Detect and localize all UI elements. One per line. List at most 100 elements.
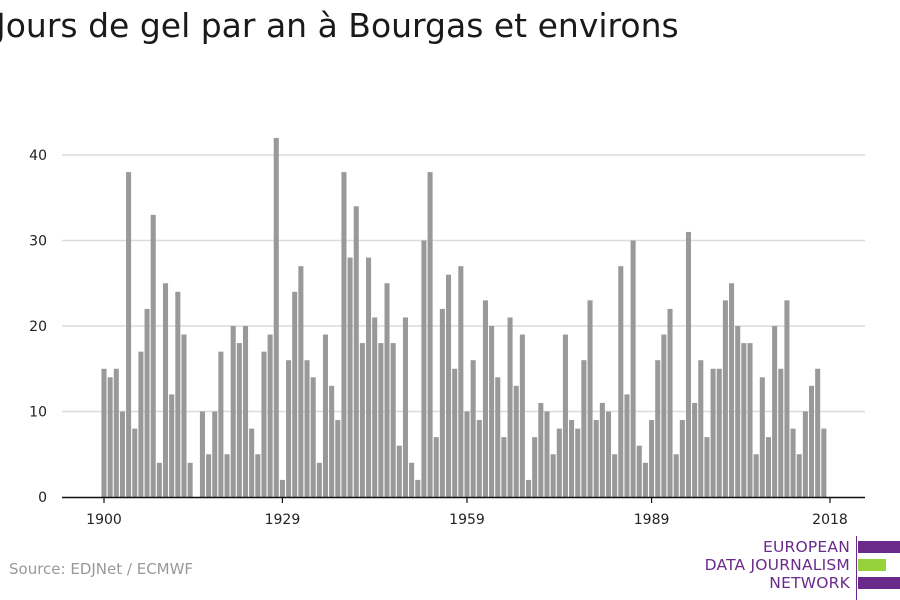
bar-1998[interactable]: [704, 437, 710, 497]
bar-1946[interactable]: [384, 283, 390, 497]
bar-2000[interactable]: [716, 368, 722, 497]
bar-1927[interactable]: [267, 334, 273, 497]
bar-1993[interactable]: [673, 454, 679, 497]
edjnet-logo[interactable]: EUROPEAN DATA JOURNALISM NETWORK: [700, 536, 900, 600]
bar-1907[interactable]: [144, 308, 150, 497]
bar-1996[interactable]: [692, 402, 698, 497]
bar-1949[interactable]: [402, 317, 408, 497]
bar-1948[interactable]: [396, 445, 402, 497]
bar-1940[interactable]: [347, 257, 353, 497]
bar-1924[interactable]: [249, 428, 255, 497]
bar-1903[interactable]: [119, 411, 125, 498]
bar-2013[interactable]: [796, 454, 802, 497]
bar-1936[interactable]: [322, 334, 329, 497]
bar-2005[interactable]: [747, 343, 753, 497]
bar-1961[interactable]: [476, 420, 482, 497]
bar-1967[interactable]: [513, 385, 519, 497]
bar-1985[interactable]: [624, 394, 630, 497]
bar-1954[interactable]: [433, 437, 439, 497]
bar-1906[interactable]: [138, 351, 144, 497]
bar-1908[interactable]: [150, 214, 156, 497]
bar-1980[interactable]: [593, 420, 599, 497]
bar-2002[interactable]: [729, 283, 735, 497]
bar-2007[interactable]: [759, 377, 765, 497]
bar-1991[interactable]: [661, 334, 667, 497]
bar-1932[interactable]: [298, 266, 304, 497]
bar-1976[interactable]: [569, 420, 575, 497]
bar-1950[interactable]: [409, 462, 415, 497]
bar-1947[interactable]: [390, 343, 396, 497]
bar-1905[interactable]: [132, 428, 138, 497]
bar-1978[interactable]: [581, 360, 587, 497]
bar-1971[interactable]: [538, 402, 544, 497]
bar-2004[interactable]: [741, 343, 747, 497]
bar-1953[interactable]: [427, 172, 433, 497]
bar-1919[interactable]: [218, 351, 224, 497]
bar-1964[interactable]: [495, 377, 501, 497]
bar-2010[interactable]: [778, 368, 784, 497]
bar-1955[interactable]: [439, 308, 445, 497]
bar-1938[interactable]: [335, 420, 341, 497]
bar-1994[interactable]: [679, 420, 685, 497]
bar-1922[interactable]: [236, 343, 242, 497]
bar-1982[interactable]: [605, 411, 612, 498]
bar-1937[interactable]: [329, 385, 335, 497]
bar-1988[interactable]: [642, 462, 648, 497]
bar-1925[interactable]: [255, 454, 261, 497]
bar-1951[interactable]: [415, 479, 421, 497]
bar-2009[interactable]: [772, 326, 778, 497]
bar-2015[interactable]: [809, 385, 815, 497]
bar-1912[interactable]: [175, 291, 181, 497]
bar-1992[interactable]: [667, 308, 673, 497]
bar-1956[interactable]: [446, 274, 452, 497]
bar-1944[interactable]: [372, 317, 378, 497]
bar-2003[interactable]: [735, 326, 741, 497]
bar-1983[interactable]: [612, 454, 618, 497]
bar-1972[interactable]: [544, 411, 550, 498]
bar-2017[interactable]: [821, 428, 827, 497]
bar-1958[interactable]: [458, 266, 464, 497]
bar-1929[interactable]: [279, 479, 285, 497]
bar-1942[interactable]: [359, 343, 365, 497]
bar-1934[interactable]: [310, 377, 316, 497]
bar-2011[interactable]: [784, 300, 790, 497]
bar-1981[interactable]: [599, 402, 605, 497]
bar-1965[interactable]: [501, 437, 507, 497]
bar-1910[interactable]: [163, 283, 169, 497]
bar-1977[interactable]: [575, 428, 581, 497]
bar-1920[interactable]: [224, 454, 230, 497]
bar-1926[interactable]: [261, 351, 267, 497]
bar-2008[interactable]: [765, 437, 771, 497]
bar-1941[interactable]: [353, 206, 359, 498]
bar-1959[interactable]: [464, 411, 470, 498]
bar-2014[interactable]: [802, 411, 808, 498]
bar-1913[interactable]: [181, 334, 187, 497]
bar-1918[interactable]: [212, 411, 218, 498]
bar-1933[interactable]: [304, 360, 310, 497]
bar-1970[interactable]: [532, 437, 538, 497]
bar-1928[interactable]: [273, 137, 279, 497]
bar-1939[interactable]: [341, 172, 347, 497]
bar-1963[interactable]: [489, 326, 495, 497]
bar-1916[interactable]: [199, 411, 205, 498]
bar-1930[interactable]: [286, 360, 292, 497]
bar-1901[interactable]: [107, 377, 113, 497]
bar-1935[interactable]: [316, 462, 322, 497]
bar-1921[interactable]: [230, 326, 236, 497]
bar-1923[interactable]: [242, 326, 249, 497]
bar-1945[interactable]: [378, 343, 384, 497]
bar-1902[interactable]: [113, 368, 119, 497]
bar-1986[interactable]: [630, 240, 636, 498]
bar-1966[interactable]: [507, 317, 513, 497]
bar-1962[interactable]: [482, 300, 488, 497]
bar-1987[interactable]: [636, 445, 642, 497]
bar-1968[interactable]: [519, 334, 525, 497]
bar-1952[interactable]: [421, 240, 427, 498]
bar-1975[interactable]: [562, 334, 568, 497]
bar-1900[interactable]: [101, 368, 107, 497]
bar-1984[interactable]: [618, 266, 624, 497]
bar-1969[interactable]: [526, 479, 532, 497]
bar-1979[interactable]: [587, 300, 593, 497]
bar-1957[interactable]: [452, 368, 458, 497]
bar-2006[interactable]: [753, 454, 759, 497]
